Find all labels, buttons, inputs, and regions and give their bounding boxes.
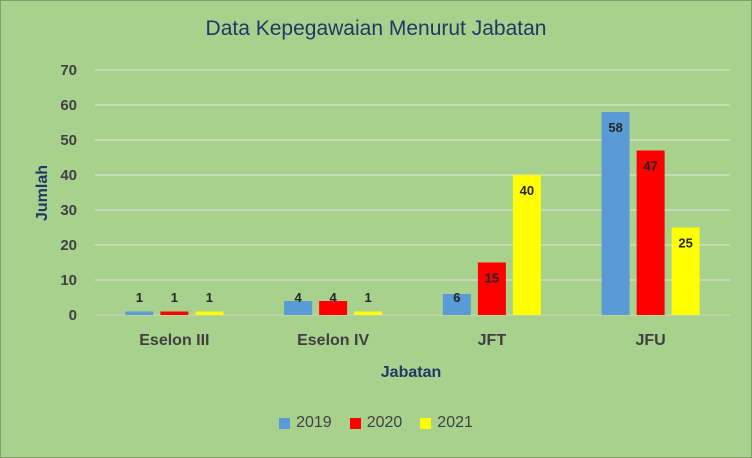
legend-item: 2020 <box>349 414 403 432</box>
legend-swatch <box>420 417 432 429</box>
bar-2019-eselon-iii <box>125 311 154 315</box>
y-tick-label: 60 <box>60 97 77 114</box>
y-tick-label: 70 <box>60 62 77 79</box>
bar-2020-jfu <box>636 150 665 315</box>
x-category-label: Eselon IV <box>297 332 369 349</box>
y-tick-label: 50 <box>60 132 77 149</box>
y-axis-title: Jumlah <box>34 165 51 221</box>
chart-title: Data Kepegawaian Menurut Jabatan <box>205 17 547 40</box>
bar-2019-jft <box>442 294 471 315</box>
legend-swatch <box>349 417 361 429</box>
y-tick-label: 0 <box>69 307 77 324</box>
legend-swatch <box>279 417 291 429</box>
data-label: 6 <box>453 290 460 305</box>
data-label: 4 <box>295 290 303 305</box>
data-label: 15 <box>485 271 499 286</box>
x-category-label: JFU <box>636 332 666 349</box>
bar-2021-eselon-iv <box>354 311 383 315</box>
bar-2019-eselon-iv <box>284 301 313 315</box>
x-category-label: Eselon III <box>139 332 209 349</box>
data-label: 47 <box>643 159 657 174</box>
bar-2020-eselon-iii <box>160 311 189 315</box>
data-label: 58 <box>608 120 622 135</box>
y-tick-label: 40 <box>60 167 77 184</box>
x-axis-title: Jabatan <box>381 364 441 381</box>
data-label: 1 <box>136 290 143 305</box>
legend-label: 2020 <box>366 414 403 431</box>
data-label: 25 <box>678 236 692 251</box>
legend-label: 2019 <box>296 414 332 431</box>
bar-2020-eselon-iv <box>319 301 348 315</box>
legend-label: 2021 <box>437 414 473 431</box>
y-tick-label: 10 <box>60 272 77 289</box>
bar-2019-jfu <box>601 112 630 315</box>
bar-2020-jft <box>477 262 506 315</box>
data-label: 1 <box>171 290 178 305</box>
legend: 2019 2020 2021 <box>0 414 752 432</box>
bar-2021-jfu <box>671 227 700 315</box>
legend-item: 2019 <box>279 414 332 432</box>
bar-2021-jft <box>512 175 541 315</box>
data-label: 40 <box>520 183 534 198</box>
y-tick-label: 30 <box>60 202 77 219</box>
y-tick-label: 20 <box>60 237 77 254</box>
x-category-label: JFT <box>478 332 507 349</box>
legend-item: 2021 <box>420 414 473 432</box>
data-label: 1 <box>365 290 372 305</box>
data-label: 1 <box>206 290 213 305</box>
bar-2021-eselon-iii <box>195 311 224 315</box>
data-label: 4 <box>330 290 338 305</box>
